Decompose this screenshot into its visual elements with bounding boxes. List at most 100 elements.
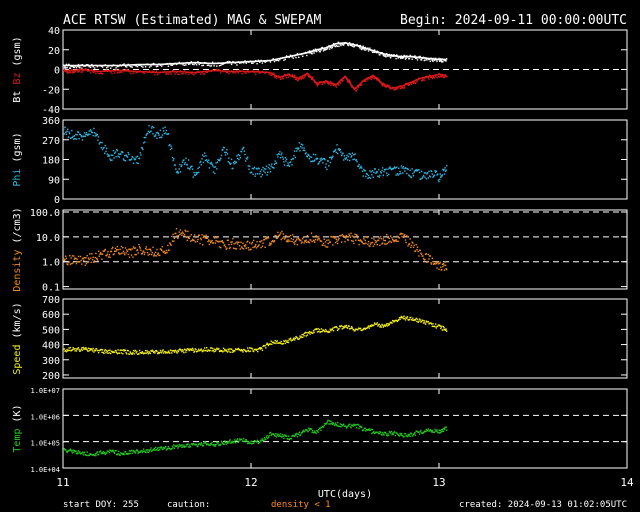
data-point-density [126,249,128,251]
data-point-temp [290,437,292,440]
data-point-bt [419,55,421,58]
data-point-speed [88,350,90,352]
data-point-density [317,238,319,240]
data-point-bt [68,63,70,66]
data-point-bz [303,76,305,79]
data-point-phi [76,134,78,136]
data-point-density [110,250,113,253]
data-point-temp [364,427,366,429]
y-tick-label: 100.0 [30,208,60,219]
data-point-temp [220,440,223,443]
data-point-phi [207,161,209,164]
data-point-speed [298,337,301,340]
data-point-phi [264,171,266,174]
data-point-speed [351,327,354,329]
data-point-speed [185,351,187,353]
data-point-density [255,244,257,246]
data-point-density [251,241,254,243]
data-point-speed [286,341,288,343]
data-point-temp [148,449,150,451]
data-point-density [101,253,104,255]
data-point-density [101,258,103,260]
data-point-phi [435,171,437,173]
data-point-speed [370,325,372,328]
data-point-speed [249,347,251,349]
data-point-temp [227,440,229,443]
data-point-bt [329,46,331,48]
data-point-speed [255,349,258,351]
data-point-speed [226,351,229,353]
data-point-bz [135,72,137,74]
data-point-phi [63,133,66,135]
data-point-speed [224,348,226,351]
data-point-temp [159,447,162,449]
data-point-bz [190,72,192,74]
data-point-bt [347,44,350,47]
data-point-speed [202,350,204,353]
data-point-phi [107,155,109,157]
data-point-density [95,252,97,255]
data-point-phi [227,161,229,163]
data-point-density [93,260,96,262]
data-point-speed [430,322,432,324]
data-point-density [254,245,256,247]
data-point-temp [97,453,100,456]
data-point-speed [344,325,346,327]
data-point-density [217,240,219,243]
data-point-speed [91,348,93,351]
data-point-bt [319,51,321,53]
data-point-density [214,242,217,244]
data-point-density [284,237,286,239]
data-point-phi [97,139,99,141]
data-point-density [67,261,70,264]
data-point-speed [289,338,291,341]
data-point-density [271,241,273,243]
data-point-density [112,253,115,256]
data-point-bt [245,62,247,64]
data-point-bz [446,75,448,78]
data-point-speed [242,348,245,351]
data-point-phi [271,163,273,165]
data-point-phi [171,156,174,159]
data-point-temp [160,446,162,448]
data-point-phi [400,172,402,175]
data-point-temp [443,428,446,431]
data-point-temp [82,454,84,456]
data-point-speed [332,330,335,332]
data-point-temp [136,450,139,452]
data-point-speed [107,352,109,354]
data-point-phi [281,156,284,158]
data-point-temp [191,444,194,446]
data-point-bz [95,72,97,75]
y-tick-label: 700 [42,295,60,306]
data-point-bz [97,72,100,75]
data-point-density [318,236,320,238]
data-point-speed [236,348,239,350]
data-point-speed [285,341,288,343]
data-point-bt [275,59,277,62]
data-point-density [120,253,122,255]
data-point-speed [309,333,311,335]
data-point-density [307,240,309,243]
data-point-phi [204,152,206,154]
data-point-temp [67,450,70,452]
data-point-density [96,258,98,260]
data-point-speed [401,316,403,319]
data-point-phi [215,162,217,164]
data-point-temp [372,432,374,434]
data-point-density [94,256,96,259]
data-point-bz [238,69,241,72]
data-point-speed [320,331,322,333]
data-point-phi [269,171,272,173]
data-point-speed [232,351,235,353]
data-point-phi [318,162,320,164]
y-tick-label: 1.0E+04 [30,466,60,474]
data-point-density [261,240,263,242]
data-point-temp [256,441,258,443]
data-point-density [314,238,317,241]
data-point-speed [443,327,445,329]
data-point-density [320,240,323,243]
data-point-bz [269,74,272,76]
data-point-speed [336,329,339,331]
data-point-density [430,262,432,264]
